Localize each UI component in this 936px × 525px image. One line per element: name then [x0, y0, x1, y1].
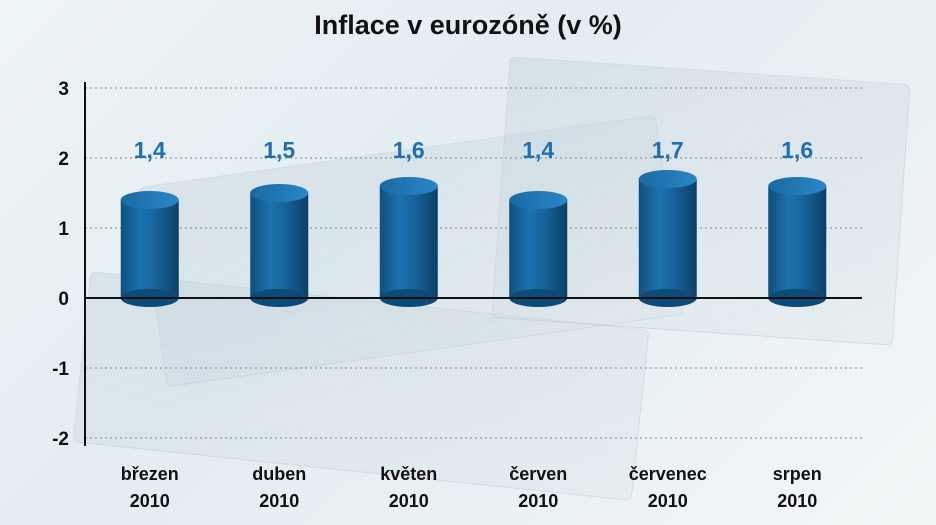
y-tick-label: 0 — [58, 289, 69, 310]
x-tick-label: červen — [509, 464, 567, 484]
bar — [768, 177, 827, 307]
y-tick-label: 2 — [58, 149, 69, 170]
bar — [120, 191, 179, 307]
data-label: 1,4 — [522, 137, 554, 163]
x-tick-label: duben — [252, 464, 306, 484]
bar-body — [120, 200, 179, 298]
x-tick-label: 2010 — [389, 491, 429, 511]
bar-top — [768, 177, 827, 195]
bar-body — [379, 186, 438, 298]
chart-title: Inflace v eurozóně (v %) — [314, 10, 622, 40]
bar-top — [379, 177, 438, 195]
x-tick-label: srpen — [773, 464, 822, 484]
bar-body — [768, 186, 827, 298]
y-tick-label: 3 — [58, 79, 69, 100]
x-tick-label: červenec — [629, 464, 707, 484]
y-tick-label: 1 — [58, 219, 69, 240]
bar — [250, 184, 309, 307]
bar-body — [638, 179, 697, 298]
bar-body — [250, 193, 309, 298]
y-tick-label: -2 — [52, 429, 69, 450]
x-tick-label: 2010 — [259, 491, 299, 511]
bar-top — [509, 191, 568, 209]
data-label: 1,4 — [134, 137, 166, 163]
x-tick-label: 2010 — [648, 491, 688, 511]
bar-top — [250, 184, 309, 202]
data-label: 1,6 — [781, 137, 813, 163]
bar — [638, 170, 697, 307]
data-label: 1,7 — [652, 137, 684, 163]
bar-top — [120, 191, 179, 209]
x-tick-label: 2010 — [518, 491, 558, 511]
x-tick-label: 2010 — [130, 491, 170, 511]
bar — [379, 177, 438, 307]
bar-body — [509, 200, 568, 298]
bar-top — [638, 170, 697, 188]
data-label: 1,6 — [393, 137, 425, 163]
y-tick-label: -1 — [52, 359, 69, 380]
data-label: 1,5 — [263, 137, 295, 163]
x-tick-label: květen — [380, 464, 437, 484]
x-tick-label: 2010 — [777, 491, 817, 511]
x-tick-label: březen — [121, 464, 179, 484]
bar — [509, 191, 568, 307]
